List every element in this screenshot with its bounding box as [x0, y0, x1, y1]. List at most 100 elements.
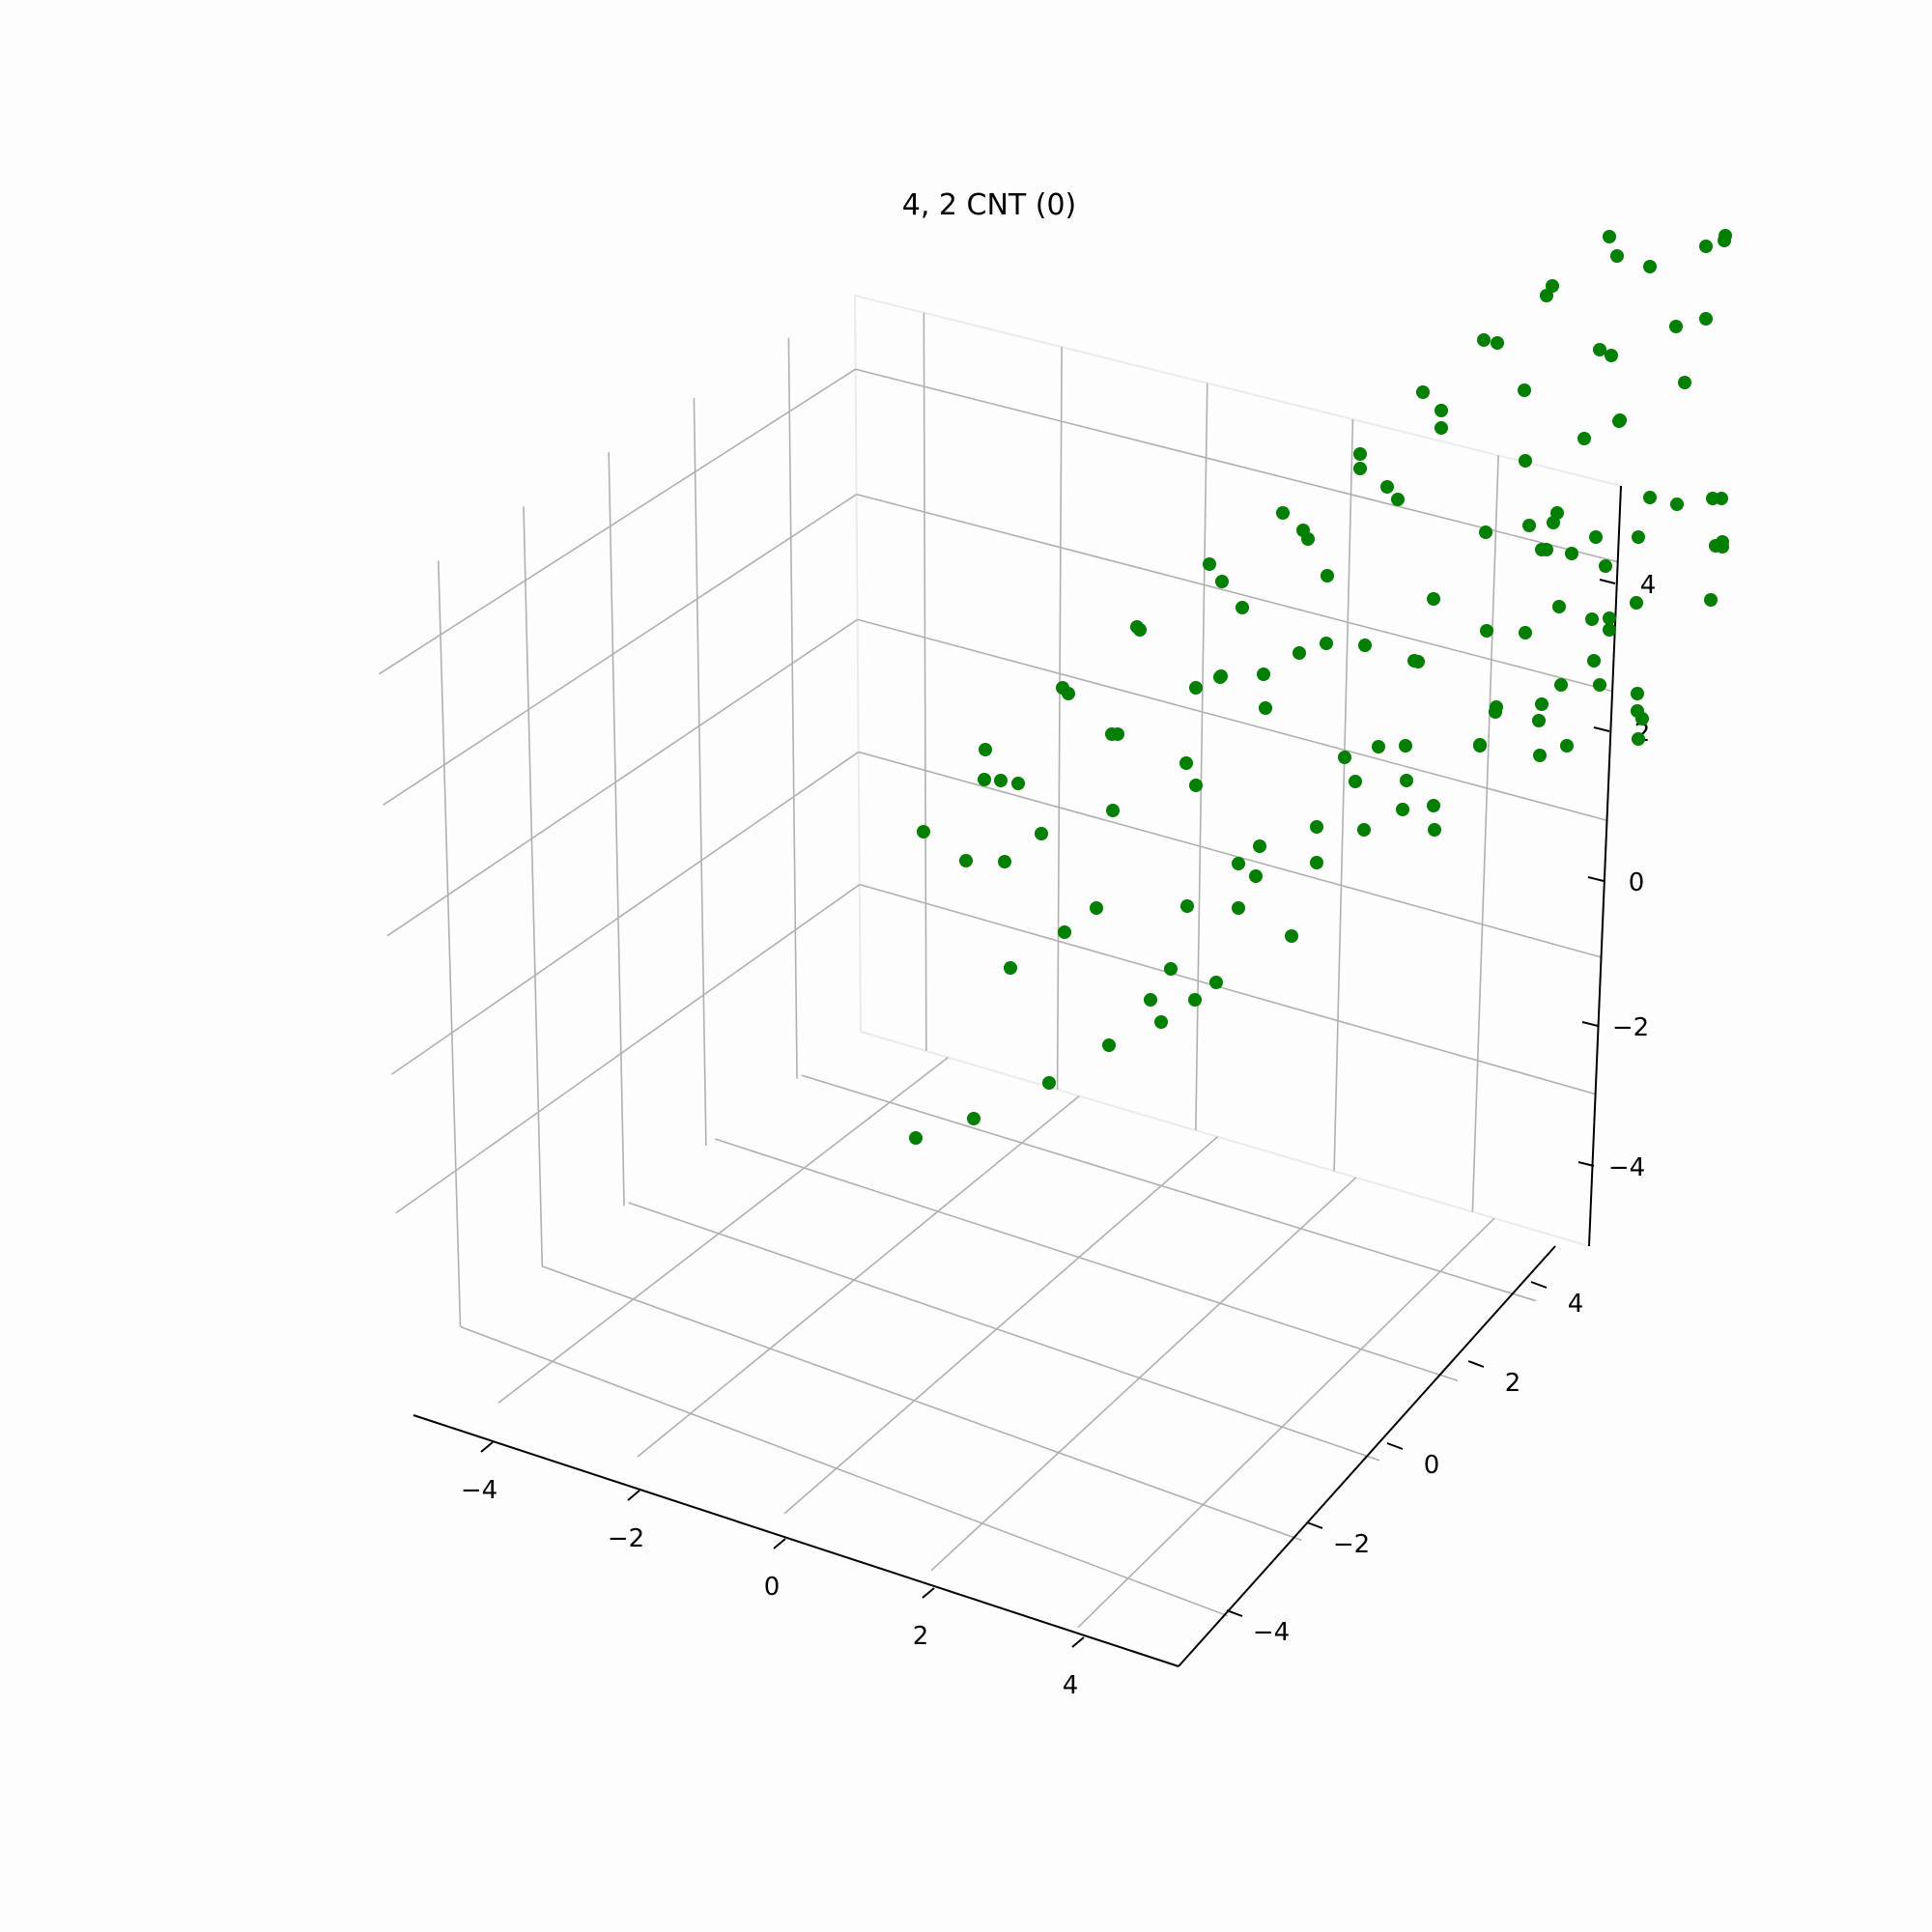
scatter-point	[1391, 493, 1405, 506]
data-points	[909, 229, 1732, 1145]
scatter-point	[1249, 869, 1263, 883]
grid-line-floor-x	[497, 1057, 949, 1404]
scatter-point	[959, 854, 973, 867]
scatter-point	[1678, 376, 1691, 389]
scatter-point	[1427, 592, 1440, 606]
scatter-point	[1480, 624, 1493, 638]
scatter-point	[1321, 569, 1334, 582]
scatter-point	[1004, 961, 1017, 975]
grid-line-z-right	[858, 751, 1602, 958]
grid-line-floor-y	[460, 1325, 1229, 1617]
scatter-point	[1554, 678, 1568, 692]
scatter-point	[1232, 857, 1245, 870]
scatter-point	[1396, 803, 1409, 816]
scatter-point	[1532, 714, 1546, 727]
scatter-point	[1603, 611, 1616, 625]
y-tick	[1226, 1609, 1243, 1617]
scatter-point	[1610, 249, 1624, 263]
scatter-point	[1180, 899, 1194, 913]
scatter-point	[1587, 654, 1601, 668]
grid-line-floor-y	[628, 1202, 1380, 1462]
scatter-point	[1276, 506, 1290, 520]
scatter-point	[1643, 491, 1657, 504]
x-tick	[773, 1538, 786, 1549]
scatter-point	[1565, 547, 1578, 560]
x-tick-label: −2	[608, 1524, 644, 1553]
x-tick	[627, 1490, 640, 1501]
scatter-point	[1716, 540, 1729, 554]
grid-line-floor-y	[801, 1074, 1536, 1302]
grid-line-z-right	[855, 368, 1618, 563]
scatter-point	[1209, 976, 1223, 989]
scatter-point	[1477, 333, 1491, 347]
scatter-point	[1042, 1076, 1056, 1090]
y-tick-label: 4	[1568, 1290, 1584, 1319]
grid-line-z-left	[383, 494, 858, 806]
grid-line-y-vertical	[1195, 383, 1208, 1131]
scatter-point	[1585, 612, 1599, 626]
scatter-point	[1428, 823, 1441, 837]
scatter-point	[1353, 462, 1367, 475]
scatter-point	[1473, 739, 1487, 753]
scatter-point	[967, 1112, 980, 1125]
scatter-point	[1058, 925, 1071, 939]
z-axis-line	[1588, 485, 1622, 1247]
scatter-point	[1599, 559, 1612, 573]
grid-line-floor-x	[930, 1177, 1357, 1572]
z-tick	[1581, 1021, 1599, 1027]
scatter-point	[1035, 827, 1048, 840]
scatter-point	[1704, 593, 1718, 607]
scatter-point	[1111, 727, 1124, 741]
scatter-point	[1102, 1038, 1116, 1052]
scatter-point	[1669, 320, 1683, 333]
scatter-point	[1203, 557, 1216, 571]
scatter-point	[1593, 343, 1606, 356]
grid-line-z-left	[379, 368, 857, 675]
z-tick	[1593, 726, 1610, 732]
scatter-point	[1632, 530, 1645, 544]
scatter-point	[1285, 929, 1298, 943]
x-tick	[480, 1441, 494, 1453]
scatter-point	[1632, 732, 1645, 746]
z-tick-label: −2	[1612, 1013, 1649, 1042]
scatter-point	[1416, 385, 1430, 399]
scatter-point	[1631, 687, 1644, 700]
grid-line-x-vertical	[523, 506, 544, 1266]
scatter-point	[1154, 1015, 1168, 1029]
z-tick	[1577, 1161, 1595, 1167]
grid-line-floor-x	[1077, 1217, 1495, 1629]
y-axis-line	[1178, 1245, 1556, 1667]
scatter-point	[1144, 993, 1157, 1007]
scatter-point	[1491, 336, 1504, 350]
pane-edge-top	[854, 295, 1622, 487]
scatter-point	[1547, 516, 1560, 529]
z-tick-label: −4	[1608, 1153, 1645, 1182]
grid-line-z-right	[856, 493, 1613, 693]
scatter-point	[1552, 600, 1566, 613]
scatter-point	[1320, 637, 1333, 650]
scatter-point	[1577, 432, 1591, 445]
scatter-point	[1062, 687, 1075, 700]
grid-line-x-vertical	[438, 560, 462, 1327]
scatter-point	[1301, 532, 1315, 546]
scatter-point	[1603, 623, 1616, 637]
y-tick	[1386, 1442, 1404, 1450]
scatter-point	[1670, 497, 1684, 511]
scatter-point	[1535, 543, 1548, 556]
scatter-point	[1630, 596, 1643, 610]
grid-line-y-vertical	[923, 312, 927, 1051]
grid-line-y-vertical	[1056, 347, 1063, 1090]
scatter-point	[1613, 413, 1627, 427]
scatter-point	[979, 743, 992, 756]
grid-line-z-right	[859, 883, 1596, 1095]
scatter-point	[1353, 447, 1367, 461]
y-tick	[1530, 1281, 1548, 1289]
scatter-point	[1522, 519, 1536, 532]
scatter-point	[998, 855, 1011, 868]
scatter-point	[1706, 492, 1719, 505]
scatter-point	[1589, 530, 1603, 544]
x-tick-label: 2	[913, 1622, 929, 1651]
x-tick-label: 4	[1063, 1671, 1079, 1700]
grid-line-x-vertical	[693, 398, 707, 1146]
